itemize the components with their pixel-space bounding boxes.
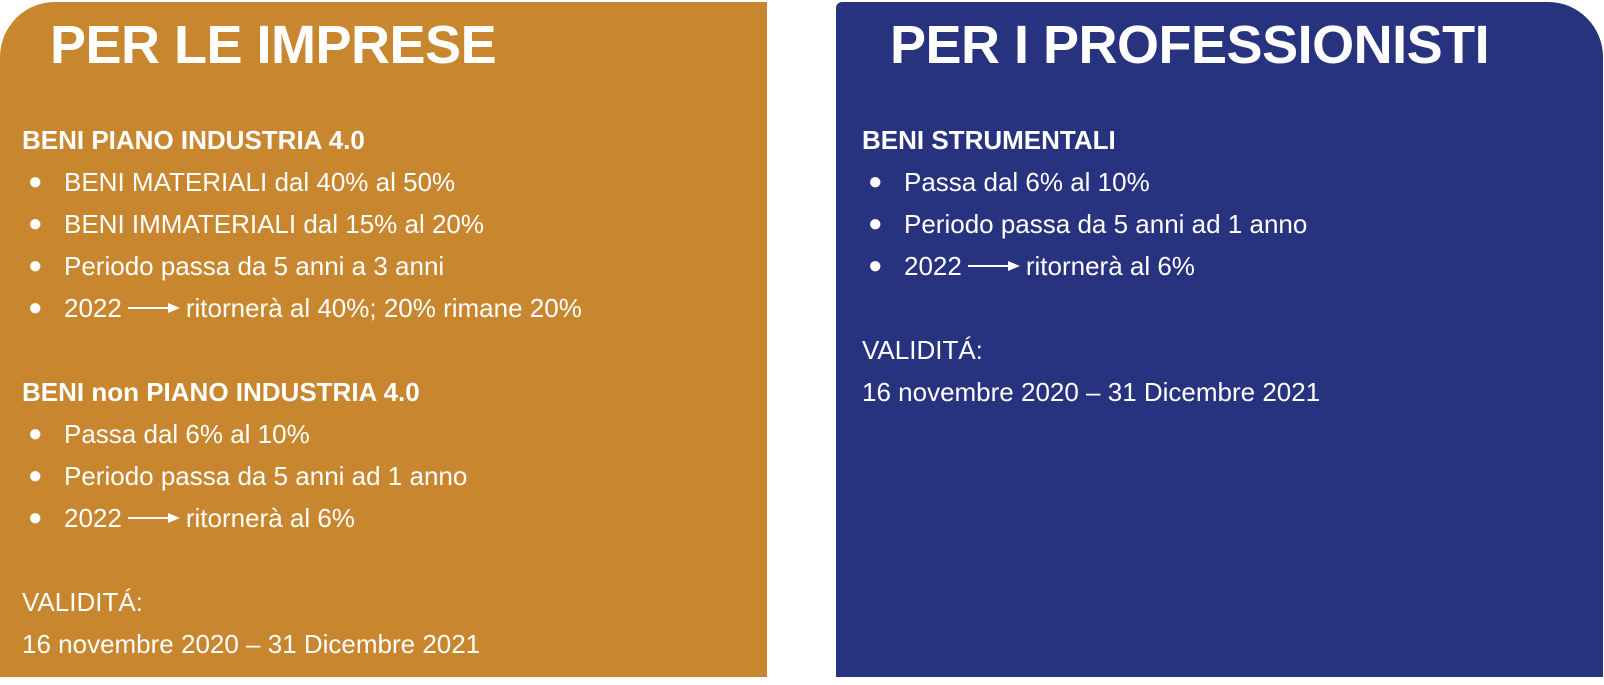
validity-value: 16 novembre 2020 – 31 Dicembre 2021 <box>862 377 1321 407</box>
imprese-panel: PER LE IMPRESE BENI PIANO INDUSTRIA 4.0 … <box>0 2 767 677</box>
bullet-icon: ● <box>28 420 43 447</box>
bullet-icon: ● <box>28 294 43 321</box>
section-heading: BENI non PIANO INDUSTRIA 4.0 <box>22 377 420 407</box>
list-item: ● 2022 ritornerà al 6% <box>862 245 1320 287</box>
panel-content: BENI PIANO INDUSTRIA 4.0 ● BENI MATERIALI… <box>22 119 582 665</box>
validity-label: VALIDITÁ: <box>22 587 143 617</box>
bullet-icon: ● <box>28 462 43 489</box>
list-item: ● Periodo passa da 5 anni a 3 anni <box>22 245 582 287</box>
bullet-icon: ● <box>28 210 43 237</box>
list-item: ● Periodo passa da 5 anni ad 1 anno <box>22 455 582 497</box>
section-heading: BENI PIANO INDUSTRIA 4.0 <box>22 125 365 155</box>
panel-title: PER LE IMPRESE <box>50 15 497 75</box>
arrow-right-icon <box>127 301 180 315</box>
list-item: ● Passa dal 6% al 10% <box>22 413 582 455</box>
validity-label: VALIDITÁ: <box>862 335 983 365</box>
bullet-icon: ● <box>868 252 883 279</box>
list-item: ● BENI MATERIALI dal 40% al 50% <box>22 161 582 203</box>
bullet-icon: ● <box>28 504 43 531</box>
list-item: ● 2022 ritornerà al 40%; 20% rimane 20% <box>22 287 582 329</box>
panel-title: PER I PROFESSIONISTI <box>890 15 1490 75</box>
list-item: ● 2022 ritornerà al 6% <box>22 497 582 539</box>
arrow-right-icon <box>967 259 1020 273</box>
list-item: ● Periodo passa da 5 anni ad 1 anno <box>862 203 1320 245</box>
professionisti-panel: PER I PROFESSIONISTI BENI STRUMENTALI ● P… <box>836 2 1603 677</box>
validity-value: 16 novembre 2020 – 31 Dicembre 2021 <box>22 629 481 659</box>
panel-content: BENI STRUMENTALI ● Passa dal 6% al 10% ● P… <box>862 119 1320 413</box>
list-item: ● BENI IMMATERIALI dal 15% al 20% <box>22 203 582 245</box>
arrow-right-icon <box>127 511 180 525</box>
bullet-icon: ● <box>28 252 43 279</box>
section-heading: BENI STRUMENTALI <box>862 125 1116 155</box>
bullet-icon: ● <box>868 168 883 195</box>
bullet-icon: ● <box>28 168 43 195</box>
bullet-icon: ● <box>868 210 883 237</box>
list-item: ● Passa dal 6% al 10% <box>862 161 1320 203</box>
